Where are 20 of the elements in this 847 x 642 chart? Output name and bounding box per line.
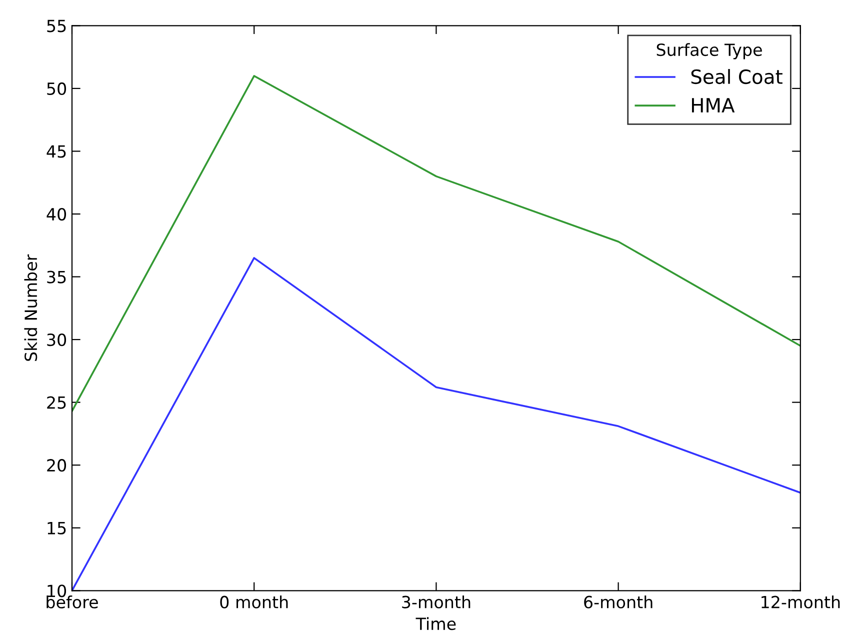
y-tick-label: 55 — [47, 20, 66, 32]
legend-title: Surface Type — [656, 43, 762, 60]
y-tick-label: 10 — [48, 584, 66, 598]
y-tick-label: 40 — [46, 208, 66, 221]
x-tick-label: 12-month — [762, 596, 840, 608]
y-tick-label: 35 — [47, 270, 66, 284]
y-tick-label: 20 — [47, 459, 66, 472]
y-tick-label: 25 — [47, 396, 66, 409]
x-tick-label: 6-month — [584, 596, 652, 608]
x-tick-label: 0 month — [220, 596, 288, 608]
x-tick-label: before — [46, 596, 98, 608]
y-tick-label: 50 — [47, 82, 66, 96]
x-tick-label: 3-month — [402, 596, 470, 608]
x-axis-title: Time — [416, 617, 456, 630]
y-tick-label: 15 — [48, 522, 66, 534]
legend-label: HMA — [692, 98, 735, 112]
y-tick-label: 30 — [47, 334, 66, 346]
legend-label: Seal Coat — [691, 69, 782, 84]
y-tick-label: 45 — [46, 145, 66, 158]
y-axis-title: Skid Number — [24, 254, 38, 361]
